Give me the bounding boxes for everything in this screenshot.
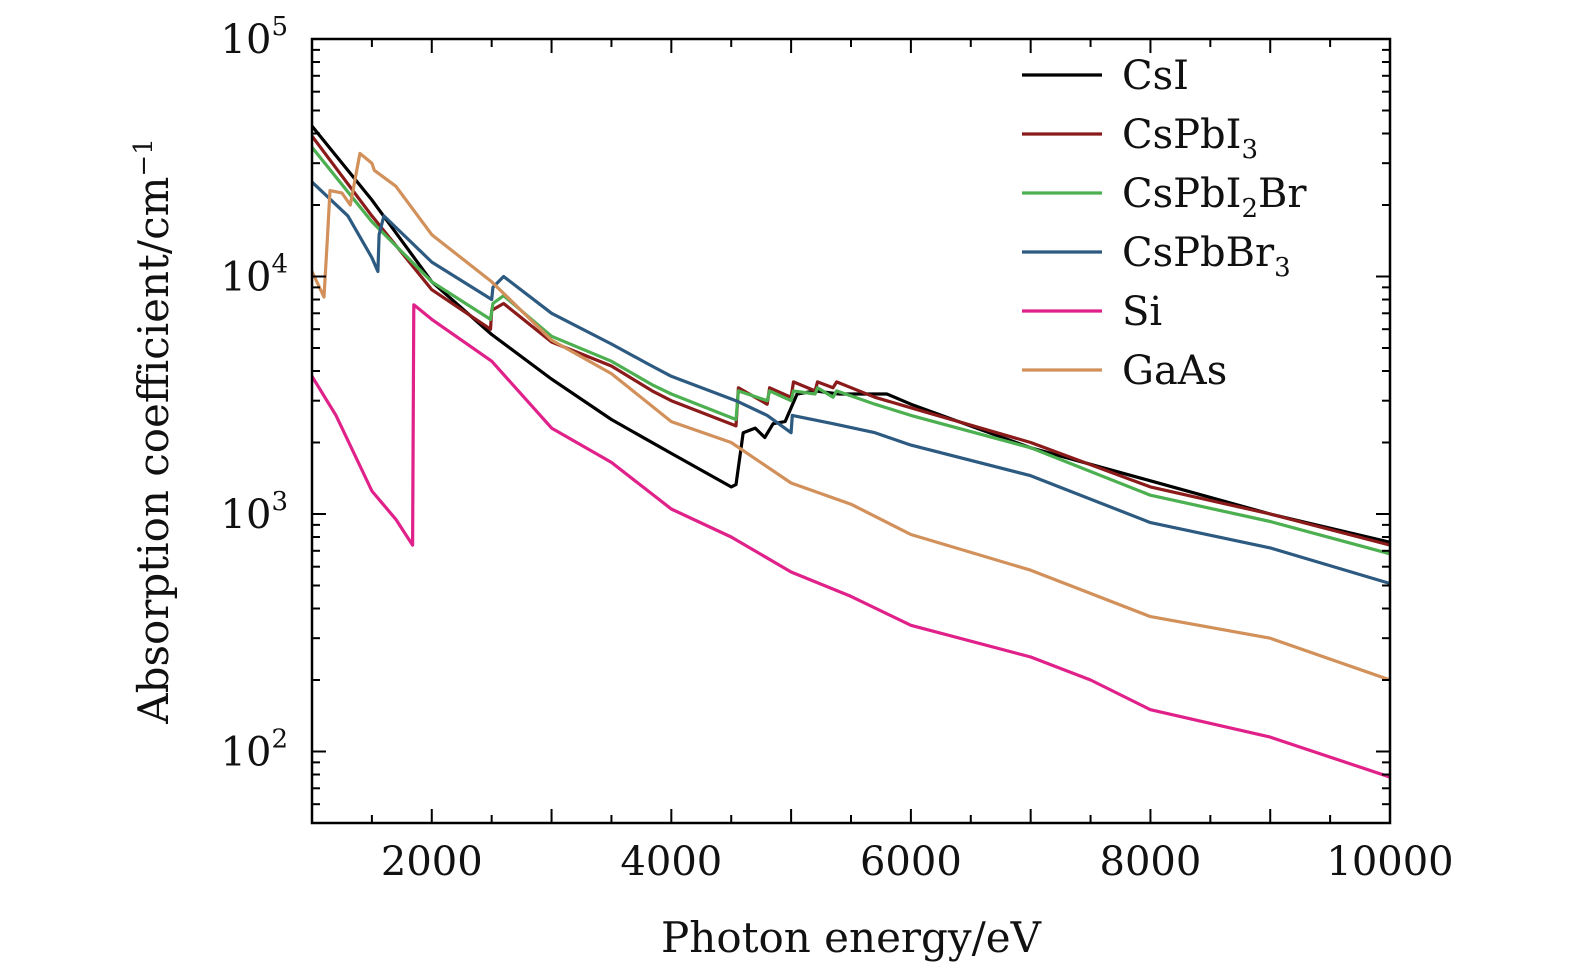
x-axis-title: Photon energy/eV — [661, 913, 1042, 962]
legend: CsI CsPbI3 CsPbI2Br CsPbBr3 Si GaAs — [1022, 53, 1307, 394]
legend-label-1: CsPbI3 — [1122, 112, 1258, 165]
x-tick-label: 4000 — [620, 839, 722, 885]
legend-label-2: CsPbI2Br — [1122, 171, 1307, 224]
series-line-3 — [312, 180, 1390, 586]
y-axis-title-main: Absorption coefficient/cm — [129, 177, 178, 725]
y-tick-label: 102 — [221, 725, 288, 776]
y-tick-label: 103 — [221, 487, 288, 538]
x-tick-label: 6000 — [860, 839, 962, 885]
y-tick-label: 104 — [221, 250, 288, 301]
legend-label-4: Si — [1122, 289, 1162, 335]
y-axis-title-exponent: −1 — [129, 138, 159, 176]
series-layer — [312, 124, 1390, 779]
legend-label-3: CsPbBr3 — [1122, 230, 1291, 283]
series-line-0 — [312, 124, 1390, 544]
series-line-5 — [312, 151, 1390, 682]
series-line-2 — [312, 145, 1390, 556]
x-tick-label: 10000 — [1326, 839, 1453, 885]
y-tick-label: 105 — [221, 12, 288, 63]
labels-layer: 2000 4000 6000 8000 10000 102 103 104 105 — [221, 12, 1454, 885]
ticks-layer — [312, 39, 1390, 824]
legend-label-0: CsI — [1122, 53, 1189, 99]
x-tick-label: 8000 — [1100, 839, 1202, 885]
x-tick-label: 2000 — [381, 839, 483, 885]
legend-label-5: GaAs — [1122, 348, 1227, 394]
y-axis-title: Absorption coefficient/cm−1 — [129, 138, 178, 725]
series-line-4 — [312, 303, 1390, 779]
